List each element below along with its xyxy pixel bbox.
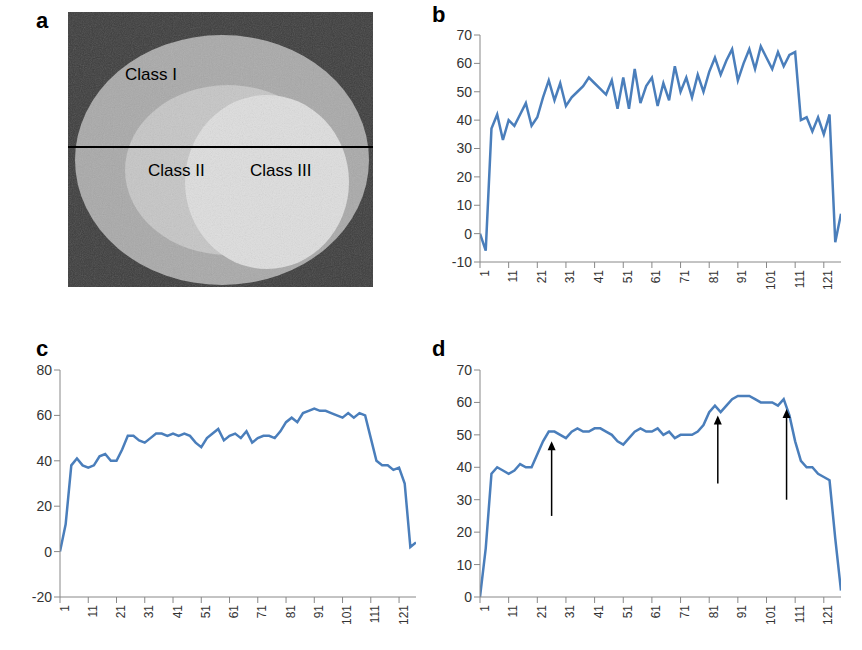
svg-text:-20: -20	[32, 589, 52, 605]
svg-text:40: 40	[456, 112, 472, 128]
svg-text:0: 0	[464, 226, 472, 242]
svg-text:50: 50	[456, 427, 472, 443]
svg-text:20: 20	[456, 524, 472, 540]
svg-text:51: 51	[621, 270, 635, 284]
svg-text:101: 101	[764, 270, 778, 290]
svg-text:21: 21	[535, 270, 549, 284]
svg-text:21: 21	[114, 605, 128, 619]
svg-text:0: 0	[464, 589, 472, 605]
svg-text:91: 91	[312, 605, 326, 619]
svg-text:1: 1	[478, 270, 492, 277]
svg-text:111: 111	[368, 605, 382, 624]
svg-text:0: 0	[44, 544, 52, 560]
svg-text:11: 11	[506, 605, 520, 618]
svg-text:20: 20	[36, 498, 52, 514]
svg-text:81: 81	[707, 605, 721, 619]
html-text:c: c	[36, 336, 49, 361]
svg-text:61: 61	[227, 605, 241, 619]
html-text:a: a	[36, 8, 49, 33]
html-text:d: d	[432, 336, 446, 361]
svg-text:41: 41	[171, 605, 185, 619]
svg-text:Class III: Class III	[250, 161, 311, 180]
svg-text:31: 31	[563, 270, 577, 284]
svg-text:-10: -10	[452, 254, 472, 270]
svg-text:111: 111	[793, 605, 807, 624]
svg-text:20: 20	[456, 169, 472, 185]
svg-text:61: 61	[649, 270, 663, 284]
svg-text:60: 60	[36, 407, 52, 423]
svg-text:121: 121	[821, 605, 835, 625]
svg-text:101: 101	[764, 605, 778, 625]
svg-text:91: 91	[735, 605, 749, 619]
svg-text:71: 71	[678, 605, 692, 619]
svg-text:81: 81	[284, 605, 298, 619]
svg-text:30: 30	[456, 492, 472, 508]
svg-text:91: 91	[735, 270, 749, 284]
svg-text:71: 71	[678, 270, 692, 284]
svg-text:Class I: Class I	[125, 65, 177, 84]
svg-text:71: 71	[255, 605, 269, 619]
svg-text:11: 11	[86, 605, 100, 618]
svg-text:121: 121	[397, 605, 411, 625]
svg-text:30: 30	[456, 140, 472, 156]
svg-text:101: 101	[340, 605, 354, 625]
svg-text:50: 50	[456, 84, 472, 100]
svg-text:40: 40	[456, 459, 472, 475]
svg-text:21: 21	[535, 605, 549, 619]
svg-text:111: 111	[793, 270, 807, 289]
svg-text:80: 80	[36, 362, 52, 378]
svg-text:81: 81	[707, 270, 721, 284]
svg-text:61: 61	[649, 605, 663, 619]
svg-text:70: 70	[456, 27, 472, 43]
svg-text:31: 31	[563, 605, 577, 619]
svg-text:1: 1	[478, 605, 492, 612]
svg-text:11: 11	[506, 270, 520, 283]
svg-text:60: 60	[456, 394, 472, 410]
html-text:b: b	[432, 2, 446, 27]
svg-text:51: 51	[199, 605, 213, 619]
svg-text:40: 40	[36, 453, 52, 469]
svg-text:70: 70	[456, 362, 472, 378]
svg-text:51: 51	[621, 605, 635, 619]
svg-text:10: 10	[456, 197, 472, 213]
svg-text:31: 31	[142, 605, 156, 619]
svg-text:10: 10	[456, 557, 472, 573]
svg-text:121: 121	[821, 270, 835, 290]
svg-text:60: 60	[456, 55, 472, 71]
svg-text:1: 1	[58, 605, 72, 612]
svg-text:41: 41	[592, 270, 606, 284]
svg-text:Class II: Class II	[148, 161, 205, 180]
svg-text:41: 41	[592, 605, 606, 619]
